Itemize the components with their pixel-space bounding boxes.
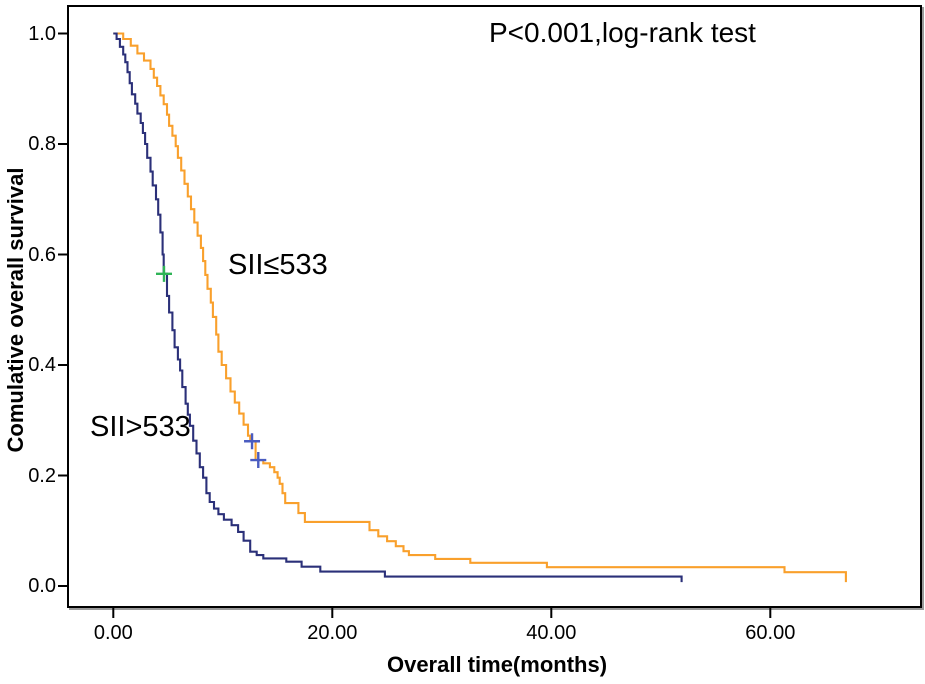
censor-mark-sii-le-533 [244, 433, 261, 450]
pvalue-annotation: P<0.001,log-rank test [489, 17, 756, 48]
x-tick-label: 0.00 [93, 622, 133, 644]
y-axis-title: Comulative overall survival [3, 167, 28, 453]
curve-label-sii-gt-533: SII>533 [90, 411, 191, 443]
x-tick-label: 20.00 [307, 622, 358, 644]
y-tick-label: 0.6 [28, 243, 56, 266]
x-tick-label: 40.00 [526, 622, 577, 644]
y-tick-label: 0.8 [28, 133, 56, 155]
y-tick-label: 0.2 [28, 464, 56, 487]
censor-mark-sii-le-533 [250, 452, 267, 469]
x-tick-label: 60.00 [745, 622, 796, 644]
plot-frame [67, 5, 922, 608]
curve-sii-gt-533 [113, 32, 683, 583]
curve-sii-le-533 [113, 32, 847, 583]
y-tick-label: 1.0 [28, 22, 56, 45]
curve-label-sii-le-533: SII≤533 [228, 249, 328, 281]
y-tick-label: 0.4 [28, 354, 56, 376]
censor-mark-sii-gt-533 [155, 265, 172, 282]
y-tick-label: 0.0 [28, 575, 56, 597]
x-axis-title: Overall time(months) [386, 652, 608, 677]
